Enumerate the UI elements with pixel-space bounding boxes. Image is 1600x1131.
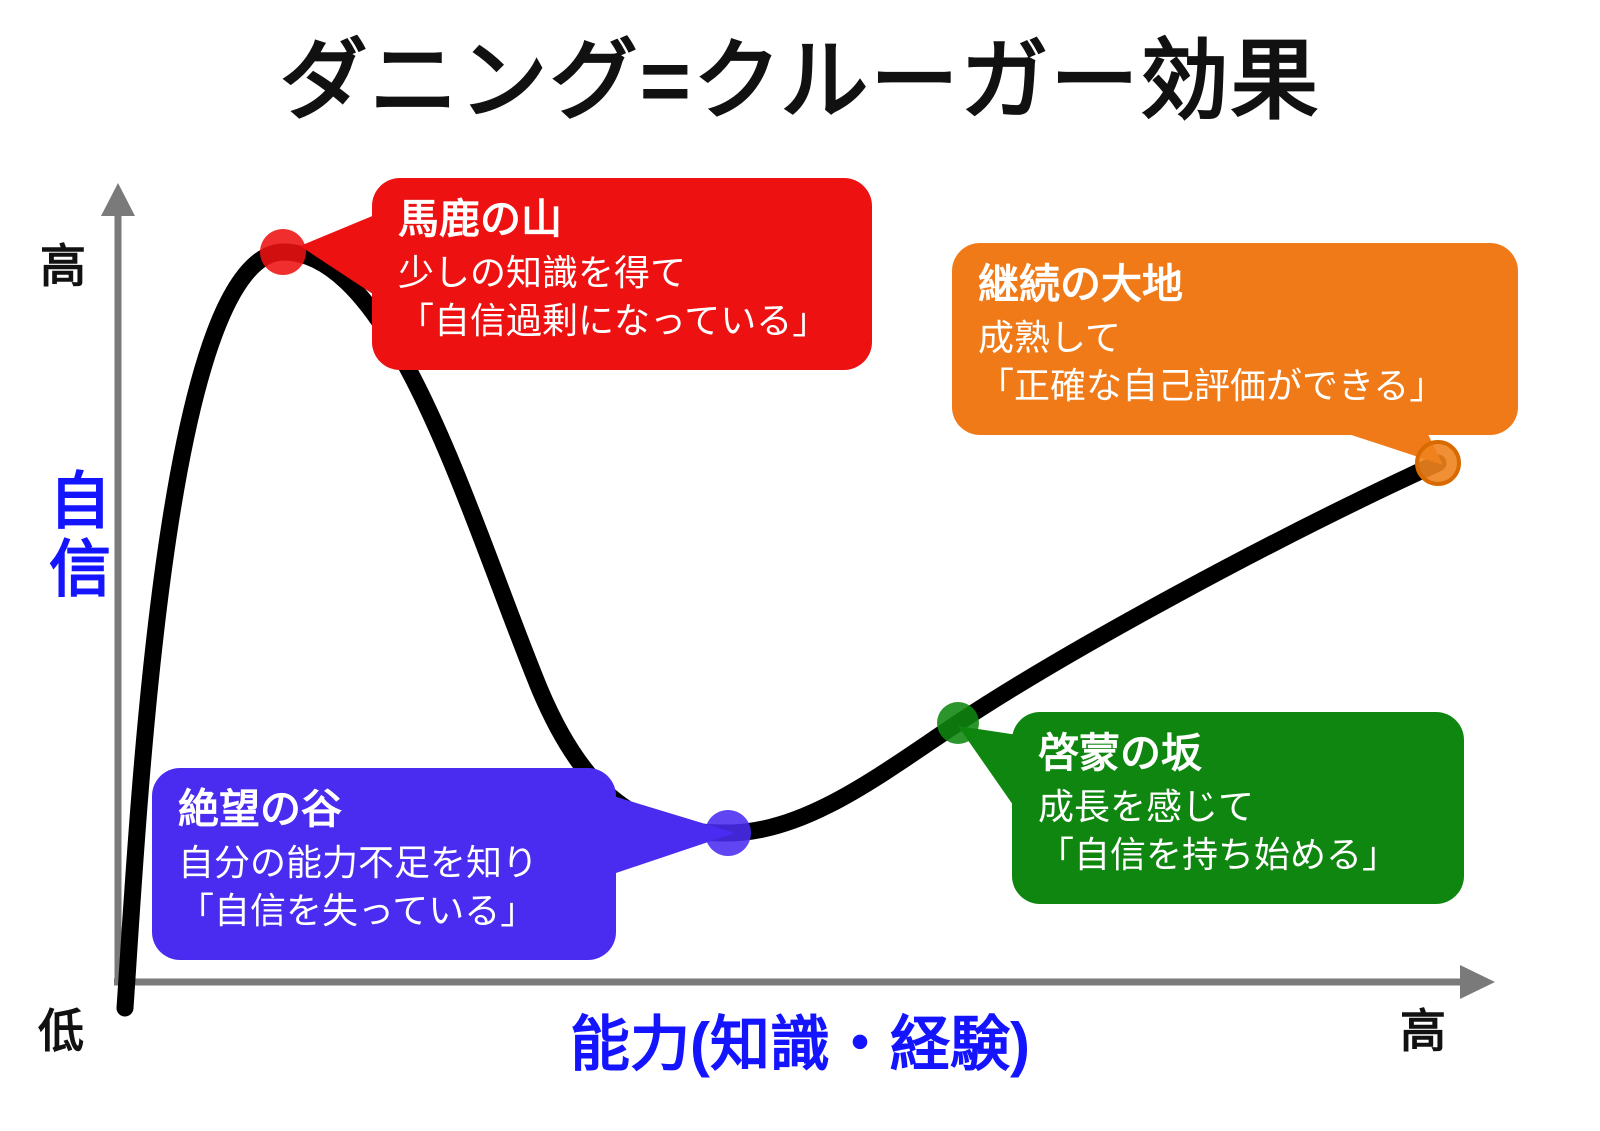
x-axis-arrow-icon	[1460, 965, 1495, 999]
valley-title: 絶望の谷	[178, 786, 342, 832]
slope-line-2: 「自信を持ち始める」	[1038, 833, 1399, 875]
mount-stupid-callout-tail	[300, 212, 382, 300]
valley-callout: 絶望の谷 自分の能力不足を知り 「自信を失っている」	[152, 768, 616, 960]
y-axis-high-label: 高	[40, 240, 86, 292]
slope-line-1: 成長を感じて	[1038, 786, 1255, 828]
plateau-line-2: 「正確な自己評価ができる」	[978, 364, 1446, 406]
valley-line-1: 自分の能力不足を知り	[178, 842, 539, 884]
y-axis	[101, 183, 135, 985]
y-axis-title: 自信	[39, 468, 108, 604]
plateau-callout: 継続の大地 成熟して 「正確な自己評価ができる」	[952, 243, 1518, 435]
origin-low-label: 低	[38, 1005, 84, 1057]
plateau-title: 継続の大地	[978, 261, 1183, 307]
mount-stupid-callout: 馬鹿の山 少しの知識を得て 「自信過剰になっている」	[372, 178, 872, 370]
slope-title: 啓蒙の坂	[1038, 730, 1202, 776]
valley-callout-tail	[610, 795, 735, 875]
mount-stupid-line-1: 少しの知識を得て	[398, 252, 687, 294]
slope-callout: 啓蒙の坂 成長を感じて 「自信を持ち始める」	[1012, 712, 1464, 904]
mount-stupid-line-2: 「自信過剰になっている」	[398, 299, 829, 341]
page-title: ダニング=クルーガー効果	[279, 31, 1321, 130]
x-axis	[114, 965, 1495, 999]
confidence-curve	[116, 243, 1447, 1017]
slope-callout-tail	[958, 726, 1018, 812]
y-axis-arrow-icon	[101, 183, 135, 216]
x-axis-title: 能力(知識・経験)	[570, 1011, 1030, 1078]
slope-point	[937, 702, 979, 744]
valley-line-2: 「自信を失っている」	[178, 889, 537, 931]
plateau-callout-tail	[1330, 428, 1443, 465]
mount-stupid-point	[260, 229, 306, 275]
mount-stupid-title: 馬鹿の山	[398, 196, 562, 242]
plateau-point	[1415, 440, 1461, 486]
x-axis-high-label: 高	[1400, 1005, 1446, 1057]
plateau-line-1: 成熟して	[978, 317, 1121, 359]
valley-point	[705, 810, 751, 856]
